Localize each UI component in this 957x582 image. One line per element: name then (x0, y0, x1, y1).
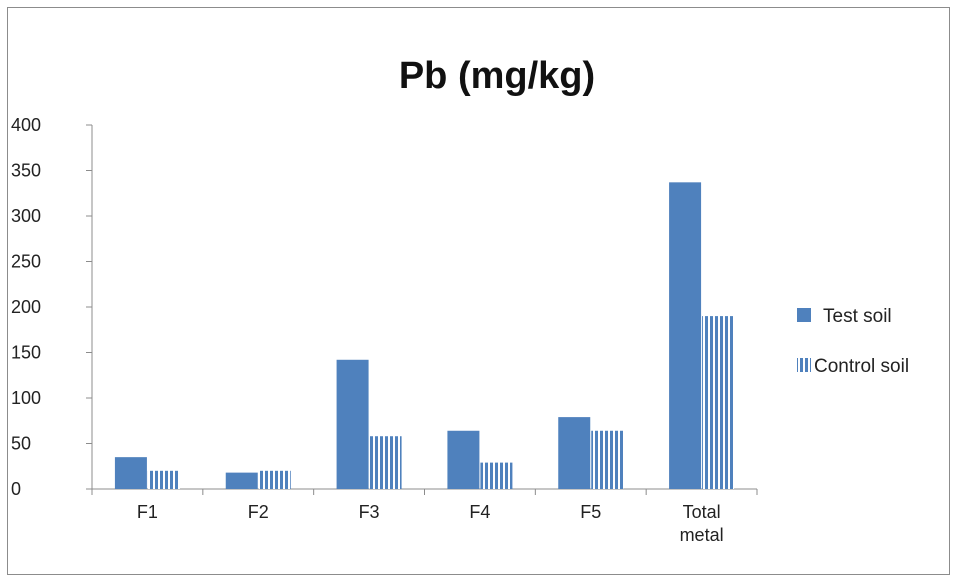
bar-control-soil (147, 470, 180, 489)
x-tick-label: F1 (137, 502, 158, 522)
x-tick-label: F4 (469, 502, 490, 522)
y-tick-label: 0 (11, 479, 21, 499)
y-tick-label: 200 (11, 297, 41, 317)
x-tick-label-line: F1 (137, 502, 158, 522)
y-axis: 0 50 100 150 200 250 300 350 400 (11, 115, 93, 499)
x-tick-label-line: F3 (359, 502, 380, 522)
y-tick-label: 300 (11, 206, 41, 226)
bars (114, 182, 735, 489)
x-tick-label: F2 (248, 502, 269, 522)
y-tick-label: 150 (11, 343, 41, 363)
y-tick-label: 350 (11, 161, 41, 181)
x-tick-label-line: Total (683, 502, 721, 522)
legend-swatch (797, 308, 811, 322)
chart-title: Pb (mg/kg) (399, 55, 595, 97)
bar-test-soil (225, 472, 258, 489)
bar-control-soil (258, 470, 291, 489)
y-tick-label: 250 (11, 252, 41, 272)
x-tick-label: F3 (359, 502, 380, 522)
x-tick-label: Total metal (680, 502, 724, 545)
bar-test-soil (558, 417, 591, 489)
x-tick-label-line: metal (680, 525, 724, 545)
bar-test-soil (114, 457, 147, 489)
bar-control-soil (702, 316, 735, 489)
legend-swatch (797, 358, 811, 372)
bar-test-soil (336, 359, 369, 489)
x-tick-label: F5 (580, 502, 601, 522)
x-tick-label-line: F2 (248, 502, 269, 522)
bar-test-soil (447, 430, 480, 489)
x-axis: F1 F2 F3 F4 F5 Total metal (91, 488, 758, 545)
y-tick-label: 100 (11, 388, 41, 408)
legend-label: Test soil (823, 306, 892, 327)
x-tick-label-line: F5 (580, 502, 601, 522)
legend-label: Control soil (814, 356, 909, 377)
bar-control-soil (480, 462, 513, 489)
bar-test-soil (669, 182, 702, 489)
legend: Test soil Control soil (797, 306, 909, 377)
y-tick-label: 400 (11, 115, 41, 135)
x-tick-label-line: F4 (469, 502, 490, 522)
y-tick-label: 50 (11, 434, 31, 454)
bar-control-soil (591, 430, 624, 489)
bar-control-soil (369, 436, 402, 489)
